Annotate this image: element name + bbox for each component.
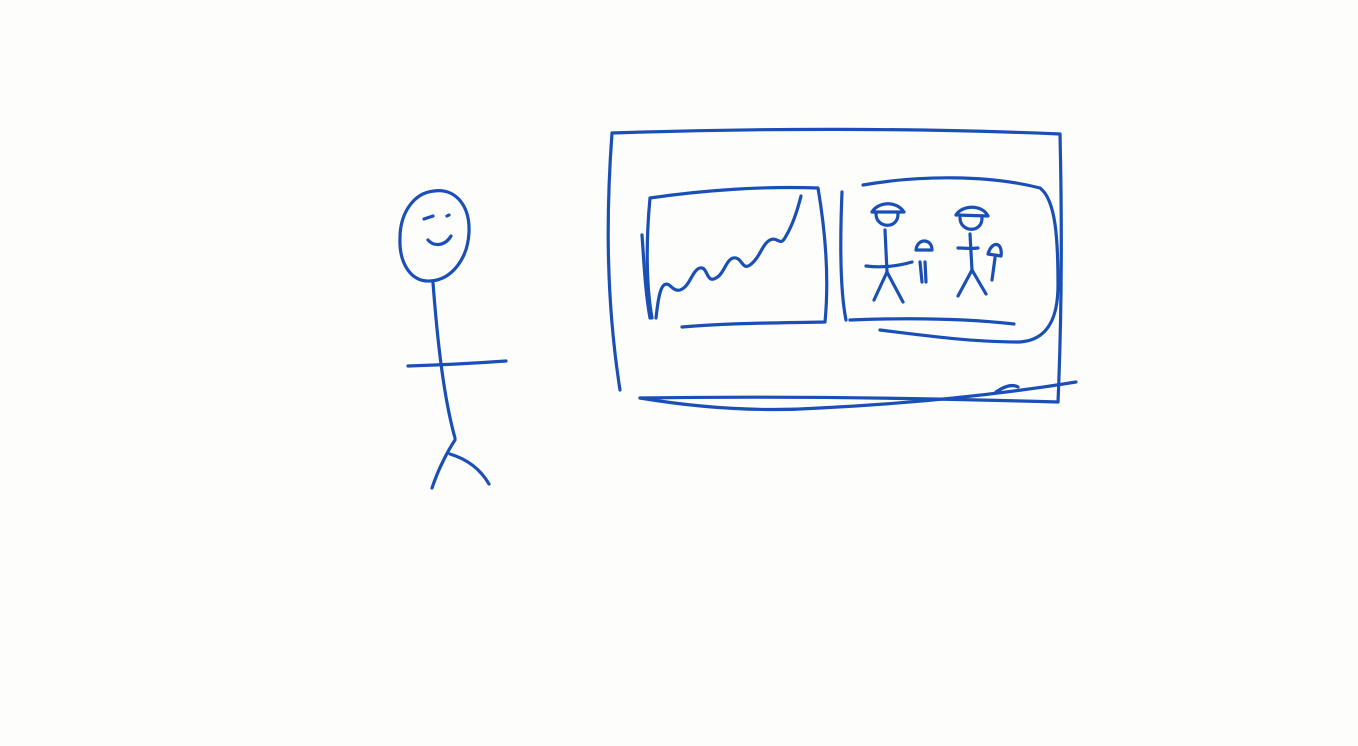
figure-arms (406, 359, 508, 368)
presentation-board-icon (606, 127, 1078, 412)
figure-head (398, 189, 471, 283)
chart-line (654, 194, 803, 320)
figure-left-leg (430, 438, 457, 490)
line-chart-icon (640, 185, 829, 329)
people-panel-frame (839, 176, 1060, 344)
person-icon (914, 239, 934, 284)
figure-eye (445, 213, 451, 218)
figure-right-leg (448, 452, 491, 486)
chart-axis-left (640, 233, 652, 320)
person-icon (864, 202, 914, 304)
board-corner-mark (994, 384, 1020, 394)
board-bottom-ledge (638, 380, 1078, 412)
stick-figure-icon (398, 189, 508, 490)
chart-panel-frame (645, 185, 829, 329)
board-frame (606, 127, 1063, 404)
person-icon (986, 242, 1003, 282)
people-icon (839, 176, 1060, 344)
person-icon (954, 205, 990, 298)
figure-smile (426, 234, 453, 247)
figure-eye (422, 214, 435, 221)
figure-body (431, 281, 457, 440)
